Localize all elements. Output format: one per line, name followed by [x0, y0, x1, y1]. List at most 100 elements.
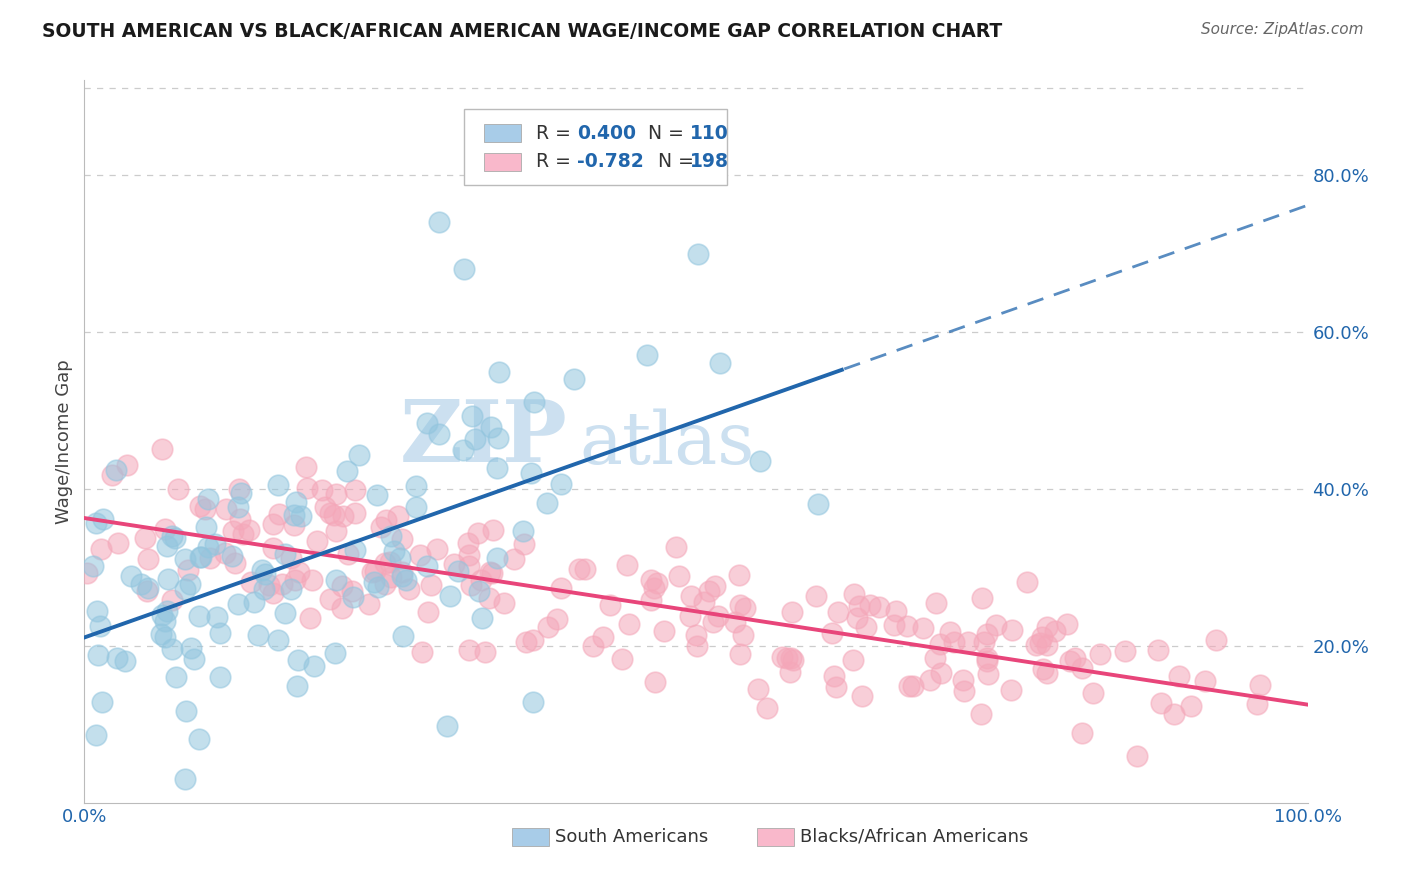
Point	[384, 544, 406, 558]
Point	[478, 591, 501, 606]
Point	[156, 539, 179, 553]
Point	[391, 629, 413, 643]
Point	[405, 500, 427, 514]
Point	[488, 365, 510, 379]
Point	[1180, 699, 1202, 714]
Point	[174, 705, 197, 719]
Point	[779, 651, 801, 665]
Point	[568, 562, 591, 576]
Point	[458, 558, 481, 573]
Point	[86, 728, 108, 742]
Bar	[513, 828, 550, 847]
Point	[283, 518, 305, 533]
Point	[157, 572, 180, 586]
Point	[344, 483, 367, 498]
Point	[482, 524, 505, 538]
Point	[409, 548, 432, 562]
Point	[485, 550, 508, 565]
Point	[160, 642, 183, 657]
Point	[699, 584, 721, 599]
Point	[215, 502, 238, 516]
Point	[274, 547, 297, 561]
Point	[231, 486, 253, 500]
Point	[939, 625, 962, 640]
Point	[479, 420, 502, 434]
Point	[884, 604, 907, 618]
Point	[360, 565, 382, 579]
Text: R =: R =	[536, 123, 576, 143]
Point	[1194, 674, 1216, 689]
Point	[685, 628, 707, 642]
Point	[918, 673, 941, 688]
Point	[194, 501, 217, 516]
Point	[503, 551, 526, 566]
Point	[855, 620, 877, 634]
Point	[679, 589, 702, 603]
Point	[287, 652, 309, 666]
Point	[325, 486, 347, 500]
Text: R =: R =	[536, 153, 576, 171]
Point	[1045, 624, 1067, 638]
Point	[420, 578, 443, 592]
Point	[453, 261, 475, 276]
Point	[363, 575, 385, 590]
Point	[1032, 662, 1054, 676]
Point	[165, 670, 187, 684]
Point	[537, 620, 560, 634]
Text: SOUTH AMERICAN VS BLACK/AFRICAN AMERICAN WAGE/INCOME GAP CORRELATION CHART: SOUTH AMERICAN VS BLACK/AFRICAN AMERICAN…	[42, 22, 1002, 41]
Point	[174, 551, 197, 566]
Point	[325, 573, 347, 587]
Point	[90, 542, 112, 557]
Point	[643, 581, 665, 595]
Point	[1150, 696, 1173, 710]
Point	[976, 650, 998, 665]
Point	[733, 628, 755, 642]
Point	[523, 395, 546, 409]
Point	[76, 566, 98, 580]
Point	[295, 481, 318, 495]
Point	[302, 658, 325, 673]
Point	[266, 478, 288, 492]
Point	[724, 615, 747, 630]
Point	[232, 527, 254, 541]
Point	[426, 542, 449, 557]
Point	[845, 611, 868, 625]
Point	[486, 431, 509, 445]
Point	[366, 488, 388, 502]
Point	[536, 496, 558, 510]
Point	[380, 529, 402, 543]
Point	[136, 551, 159, 566]
Point	[734, 601, 756, 615]
Point	[460, 578, 482, 592]
Point	[314, 500, 336, 514]
Point	[728, 598, 751, 612]
Point	[522, 695, 544, 709]
Point	[150, 627, 173, 641]
Point	[668, 569, 690, 583]
Point	[187, 609, 209, 624]
Point	[1163, 707, 1185, 722]
Point	[347, 448, 370, 462]
Point	[749, 454, 772, 468]
Text: N =: N =	[645, 153, 700, 171]
Point	[730, 647, 752, 661]
Point	[436, 719, 458, 733]
Point	[464, 433, 486, 447]
Point	[343, 543, 366, 558]
Point	[704, 579, 727, 593]
Point	[825, 680, 848, 694]
Point	[160, 529, 183, 543]
Point	[640, 573, 662, 587]
Point	[1246, 697, 1268, 711]
Point	[457, 536, 479, 550]
Point	[271, 577, 294, 591]
Bar	[758, 828, 794, 847]
Point	[1036, 638, 1059, 652]
Point	[640, 593, 662, 607]
Point	[1059, 654, 1081, 668]
Point	[204, 536, 226, 550]
Point	[931, 666, 953, 681]
Point	[485, 460, 508, 475]
Point	[747, 681, 769, 696]
Point	[1015, 575, 1038, 590]
